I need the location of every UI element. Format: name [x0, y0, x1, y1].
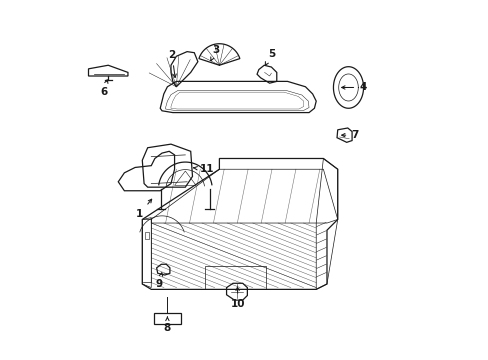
Text: 2: 2 [168, 50, 176, 77]
Text: 5: 5 [265, 49, 274, 65]
Text: 11: 11 [193, 164, 214, 174]
Text: 10: 10 [230, 287, 245, 309]
Text: 1: 1 [136, 199, 151, 219]
Text: 8: 8 [163, 317, 171, 333]
Text: 4: 4 [341, 82, 366, 93]
Text: 9: 9 [155, 273, 163, 289]
Text: 7: 7 [341, 130, 358, 140]
Text: 3: 3 [210, 45, 219, 61]
Text: 6: 6 [100, 80, 108, 97]
